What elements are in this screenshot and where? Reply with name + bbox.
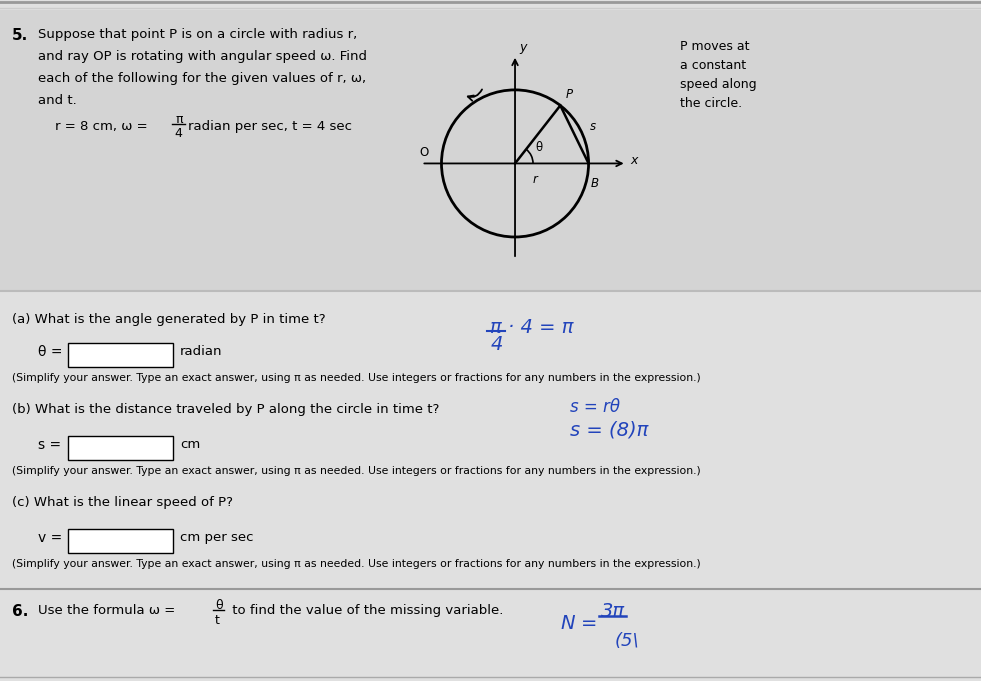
Text: cm: cm [180,438,200,451]
Text: each of the following for the given values of r, ω,: each of the following for the given valu… [38,72,366,85]
Text: (Simplify your answer. Type an exact answer, using π as needed. Use integers or : (Simplify your answer. Type an exact ans… [12,466,700,476]
Text: θ: θ [535,142,542,155]
Text: Use the formula ω =: Use the formula ω = [38,604,180,617]
Text: (5\: (5\ [615,632,640,650]
Text: π: π [175,113,182,126]
Text: t: t [215,614,220,627]
Bar [68,343,173,367]
Text: and ray OP is rotating with angular speed ω. Find: and ray OP is rotating with angular spee… [38,50,367,63]
Text: and t.: and t. [38,94,77,107]
Text: 6.: 6. [12,604,28,619]
Text: θ: θ [215,599,223,612]
Text: x: x [631,154,638,167]
Text: 4: 4 [174,127,181,140]
Bar [68,436,173,460]
Text: O: O [420,146,429,159]
Text: (b) What is the distance traveled by P along the circle in time t?: (b) What is the distance traveled by P a… [12,403,439,416]
Text: P: P [565,89,573,101]
Text: 8π: 8π [103,439,127,457]
Text: (Simplify your answer. Type an exact answer, using π as needed. Use integers or : (Simplify your answer. Type an exact ans… [12,373,700,383]
Bar [0,10,981,291]
Bar [68,529,173,553]
Text: (c) What is the linear speed of P?: (c) What is the linear speed of P? [12,496,233,509]
Text: B: B [591,178,598,191]
Text: s =: s = [38,438,61,452]
Text: radian: radian [180,345,223,358]
Text: s: s [591,121,596,133]
Text: · 4 = π: · 4 = π [508,318,574,337]
Text: r: r [533,174,538,187]
Text: (Simplify your answer. Type an exact answer, using π as needed. Use integers or : (Simplify your answer. Type an exact ans… [12,559,700,569]
Text: a constant: a constant [680,59,747,72]
Text: v =: v = [38,531,62,545]
Text: cm per sec: cm per sec [180,531,253,544]
Text: radian per sec, t = 4 sec: radian per sec, t = 4 sec [188,120,352,133]
Text: the circle.: the circle. [680,97,742,110]
Text: 5.: 5. [12,28,28,43]
Text: to find the value of the missing variable.: to find the value of the missing variabl… [228,604,503,617]
Text: r = 8 cm, ω =: r = 8 cm, ω = [55,120,152,133]
Text: $\mathit{N}$ =: $\mathit{N}$ = [560,614,599,633]
Text: (a) What is the angle generated by P in time t?: (a) What is the angle generated by P in … [12,313,326,326]
Text: Suppose that point P is on a circle with radius r,: Suppose that point P is on a circle with… [38,28,357,41]
Text: 3π: 3π [601,602,625,621]
Text: θ =: θ = [38,345,63,359]
Text: speed along: speed along [680,78,756,91]
Text: π: π [490,318,501,337]
Text: y: y [519,41,527,54]
Text: 4: 4 [491,335,503,354]
Text: s = rθ: s = rθ [570,398,620,416]
Text: s = (8)π: s = (8)π [570,421,648,440]
Text: P moves at: P moves at [680,40,749,53]
Text: ππ: ππ [103,346,127,364]
